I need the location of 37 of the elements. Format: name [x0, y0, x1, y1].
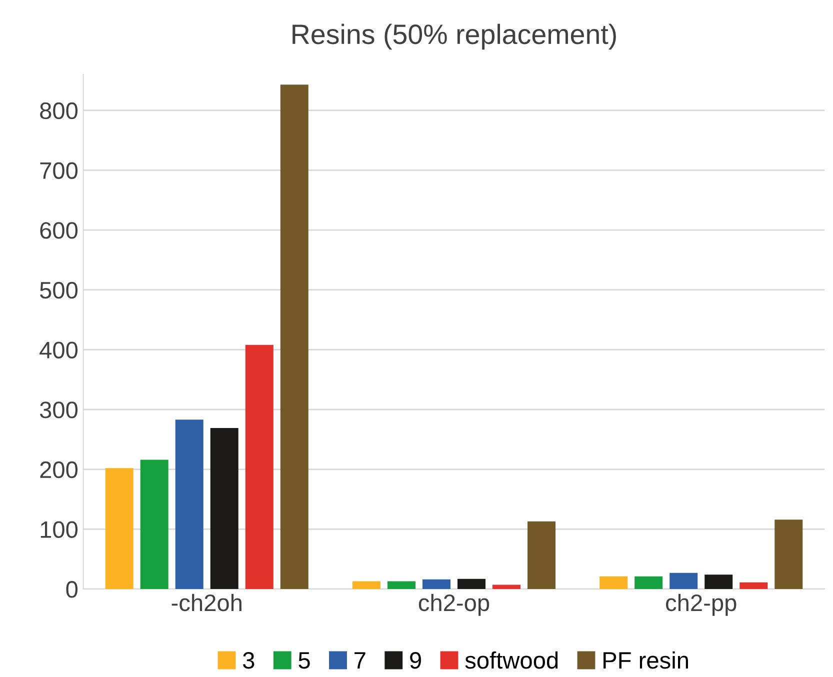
bar [352, 581, 380, 589]
bar [210, 428, 238, 589]
x-tick-label: -ch2oh [172, 594, 242, 612]
legend-label: 7 [354, 652, 366, 669]
bar [528, 521, 556, 589]
y-tick-label: 400 [40, 342, 78, 358]
bar [387, 581, 416, 589]
legend-label: PF resin [604, 651, 688, 669]
bar [774, 520, 803, 589]
y-tick-label: 100 [40, 521, 78, 538]
x-tick-label: ch2-op [418, 594, 490, 616]
legend-label: softwood [465, 651, 558, 669]
legend-label: 9 [410, 652, 421, 669]
y-tick-label: 700 [40, 162, 78, 179]
bar [740, 582, 768, 589]
y-tick-label: 500 [40, 282, 78, 299]
bar [245, 344, 274, 589]
bar [704, 574, 733, 589]
bar [457, 578, 486, 589]
bar [670, 572, 698, 589]
y-tick-label: 300 [40, 402, 78, 418]
bar [600, 576, 628, 589]
y-tick-label: 0 [66, 581, 78, 598]
legend-label: 5 [298, 652, 310, 669]
chart-title: Resins (50% replacement) [292, 24, 616, 50]
bar [422, 579, 450, 589]
bar [140, 460, 168, 589]
x-tick-label: ch2-pp [666, 594, 736, 616]
bar [105, 468, 134, 589]
legend-label: 3 [242, 652, 254, 669]
bar [492, 584, 520, 589]
y-tick-label: 200 [40, 461, 78, 478]
bar [634, 576, 663, 589]
y-tick-label: 800 [40, 102, 78, 120]
bar [175, 420, 204, 589]
bar [280, 84, 308, 589]
y-tick-label: 600 [40, 222, 78, 239]
